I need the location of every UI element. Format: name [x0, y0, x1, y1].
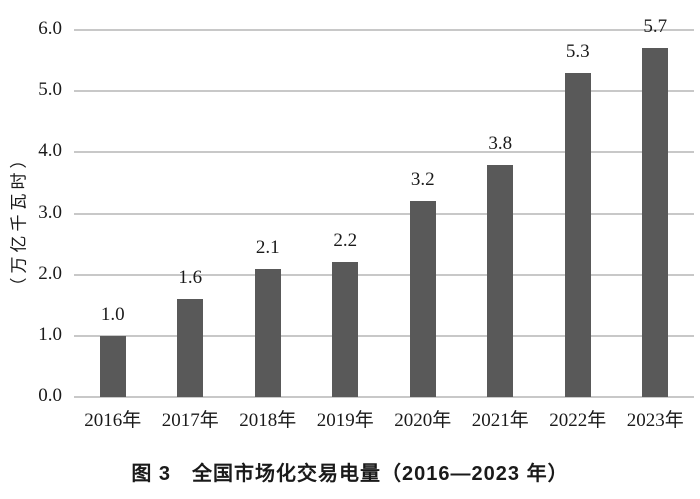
x-tick-label: 2016年 [84, 410, 142, 431]
gridline [74, 212, 694, 215]
data-label: 3.8 [488, 132, 513, 154]
data-label: 2.1 [255, 236, 280, 258]
data-label: 5.3 [565, 40, 590, 62]
bar-2020年 [409, 201, 436, 397]
gridline [74, 334, 694, 337]
bar-2019年 [332, 262, 359, 397]
x-tick-label: 2023年 [626, 410, 684, 431]
y-tick-label: 5.0 [38, 79, 62, 101]
data-label: 1.0 [100, 303, 125, 325]
bar-2018年 [254, 268, 281, 397]
x-tick-label: 2022年 [549, 410, 607, 431]
data-label: 5.7 [643, 16, 668, 38]
data-label: 3.2 [410, 169, 435, 191]
y-tick-label: 0.0 [38, 385, 62, 407]
gridline [74, 396, 694, 398]
gridline [74, 90, 694, 93]
gridline [74, 151, 694, 154]
y-axis-title: （万亿千瓦时） [9, 147, 29, 295]
x-tick-label: 2021年 [471, 410, 529, 431]
data-label: 2.2 [333, 230, 358, 252]
x-tick-label: 2018年 [239, 410, 297, 431]
x-tick-label: 2019年 [316, 410, 374, 431]
bar-2021年 [487, 164, 514, 397]
figure-caption: 图 3 全国市场化交易电量（2016—2023 年） [131, 463, 569, 485]
bar-2023年 [642, 48, 669, 397]
gridline [74, 273, 694, 276]
y-tick-label: 1.0 [38, 323, 62, 345]
y-tick-label: 6.0 [38, 18, 62, 40]
y-tick-label: 2.0 [38, 262, 62, 284]
y-tick-label: 4.0 [38, 140, 62, 162]
bar-2017年 [177, 299, 204, 397]
x-tick-label: 2020年 [394, 410, 452, 431]
bar-2016年 [99, 335, 126, 397]
y-tick-label: 3.0 [38, 201, 62, 223]
gridline [74, 29, 694, 31]
plot-area: 0.0 1.0 2.0 3.0 4.0 5.0 6.0 1.0 2016年 1.6 2017年 2.1… [38, 16, 694, 431]
data-label: 1.6 [178, 267, 203, 289]
x-tick-label: 2017年 [161, 410, 219, 431]
bar-2022年 [564, 72, 591, 397]
